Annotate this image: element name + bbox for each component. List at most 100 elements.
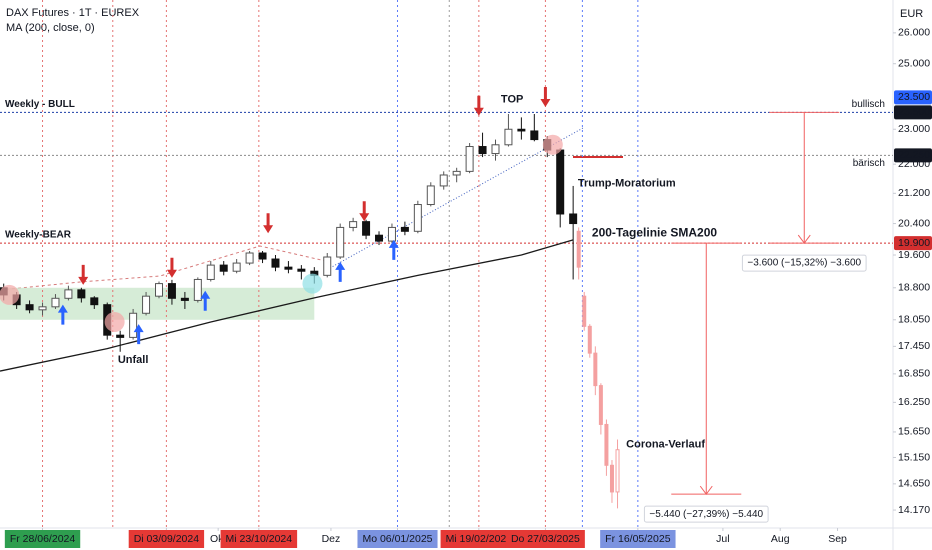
- candle-body: [576, 230, 581, 268]
- candle-body: [297, 268, 306, 272]
- arrow-up: [133, 324, 144, 345]
- y-tick-label: 17.450: [898, 340, 930, 352]
- candle-body: [25, 304, 34, 311]
- candle-body: [615, 449, 620, 493]
- candle-body: [64, 289, 73, 299]
- y-tick-label: 15.650: [898, 426, 930, 438]
- y-tick-label: 19.600: [898, 249, 930, 261]
- y-tick-label: 14.170: [898, 504, 930, 516]
- x-tick-label: Mo 06/01/2025: [362, 533, 432, 545]
- y-tick-label: 18.050: [898, 314, 930, 326]
- currency-label: EUR: [900, 8, 923, 20]
- candle-body: [180, 297, 189, 301]
- arrow-down: [359, 201, 370, 222]
- candle-body: [116, 334, 125, 338]
- measure-label-box: [741, 254, 867, 272]
- candle-body: [400, 226, 409, 232]
- candle-body: [587, 325, 592, 354]
- arrow-down: [540, 87, 551, 108]
- candle-body: [426, 185, 435, 206]
- arrow-down: [166, 257, 177, 278]
- measure-label: −5.440 (−27,39%) −5.440: [649, 509, 763, 520]
- price-tag: [894, 236, 932, 251]
- candle-body: [142, 295, 151, 314]
- candle-body: [491, 144, 500, 155]
- candle-body: [155, 283, 164, 297]
- arrow-up: [335, 261, 346, 282]
- x-tick-highlight: [220, 530, 298, 548]
- axes: 26.00025.00023.00022.00021.20020.40019.6…: [4, 27, 932, 548]
- candle-body: [593, 352, 598, 387]
- candle-body: [556, 149, 565, 215]
- candle-body: [271, 258, 280, 268]
- x-tick-label: Di 03/09/2024: [134, 533, 200, 545]
- x-tick-label: Sep: [828, 533, 847, 545]
- x-tick-label: Mi 19/02/2025: [446, 533, 513, 545]
- candle-body: [598, 385, 603, 425]
- indicator-label: MA (200, close, 0): [6, 22, 95, 34]
- candle-body: [336, 226, 345, 258]
- y-tick-label: 23.000: [898, 123, 930, 135]
- candle-body: [439, 174, 448, 187]
- candle-body: [219, 264, 228, 272]
- highlight-circle: [542, 134, 563, 155]
- candle-body: [349, 221, 358, 228]
- candle-body: [245, 252, 254, 264]
- candle-body: [362, 221, 371, 236]
- candle-body: [530, 130, 539, 141]
- candle-body: [504, 128, 513, 146]
- level-label: bärisch: [853, 158, 885, 169]
- trend-line: [0, 245, 331, 291]
- candle-body: [129, 312, 138, 338]
- y-tick-label: 26.000: [898, 27, 930, 39]
- price-tag: [894, 148, 932, 163]
- level-label: Weekly-BEAR: [5, 230, 72, 241]
- y-tick-label: 16.850: [898, 368, 930, 380]
- x-tick-highlight: [440, 530, 518, 548]
- candle-body: [569, 213, 578, 225]
- measure-label-box: [643, 505, 769, 523]
- candle-body: [478, 146, 487, 155]
- annotation: TOP: [501, 93, 523, 105]
- candle-body: [193, 278, 202, 301]
- candle-body: [90, 297, 99, 306]
- measure-arrowhead: [699, 485, 713, 495]
- y-tick-label: 15.150: [898, 451, 930, 463]
- arrow-up: [200, 290, 211, 311]
- price-tag-label: 23.500: [898, 91, 930, 103]
- trend-line: [329, 127, 584, 269]
- annotation: Unfall: [118, 354, 149, 366]
- highlight-circle: [104, 311, 125, 332]
- y-tick-label: 18.800: [898, 282, 930, 294]
- measure-label: −3.600 (−15,32%) −3.600: [747, 258, 861, 269]
- chart-title: DAX Futures · 1T · EUREX: [6, 7, 140, 19]
- x-tick-label: Mi 23/10/2024: [226, 533, 293, 545]
- annotation: Corona-Verlauf: [626, 439, 705, 451]
- y-tick-label: 25.000: [898, 57, 930, 69]
- y-tick-label: 16.250: [898, 396, 930, 408]
- overlay: Weekly - BULL bullisch bärisch Weekly-BEAR T…: [0, 87, 885, 523]
- y-tick-label: 14.650: [898, 478, 930, 490]
- highlight-circle: [302, 273, 323, 294]
- candle-body: [258, 252, 267, 260]
- x-tick-highlight: [505, 530, 585, 548]
- plot-area: [0, 0, 893, 528]
- price-tag-label: 22.250: [898, 149, 930, 161]
- level-label: bullisch: [852, 99, 885, 110]
- x-tick-highlight: [357, 530, 438, 548]
- candle-body: [232, 262, 241, 272]
- x-tick-label: Do 27/03/2025: [511, 533, 580, 545]
- price-tag-label: 23.500: [898, 106, 930, 118]
- x-tick-label: Jul: [716, 533, 729, 545]
- candle-body: [387, 226, 396, 242]
- candle-body: [413, 204, 422, 232]
- candle-body: [465, 146, 474, 172]
- x-tick-label: Aug: [771, 533, 790, 545]
- candle-body: [375, 234, 384, 242]
- candle-body: [167, 283, 176, 299]
- x-tick-label: Dez: [322, 533, 341, 545]
- annotation: 200-Tagelinie SMA200: [592, 225, 717, 239]
- sma-line: [0, 239, 574, 372]
- candle-body: [582, 295, 587, 327]
